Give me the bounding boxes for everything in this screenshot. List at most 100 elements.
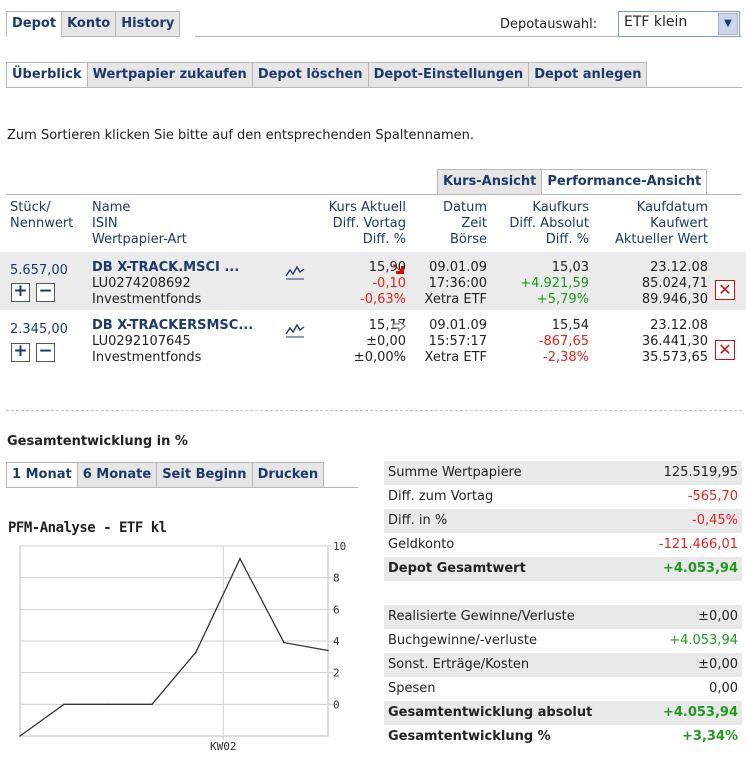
summary2-value: ±0,00 xyxy=(698,609,738,624)
tab-ueberblick[interactable]: Überblick xyxy=(6,62,87,88)
row2-minus-button[interactable]: − xyxy=(36,343,55,362)
summary-row: Buchgewinne/-verluste +4.053,94 xyxy=(384,629,742,653)
summary1-value: -0,45% xyxy=(692,513,738,528)
summary1-value: -565,70 xyxy=(687,489,738,504)
chart-trend-icon[interactable] xyxy=(285,264,305,280)
row2-kurs-value: 15,17 xyxy=(368,318,406,333)
summary2-value: +4.053,94 xyxy=(662,705,738,720)
tab-depot-loeschen[interactable]: Depot löschen xyxy=(251,62,368,88)
summary2-label: Realisierte Gewinne/Verluste xyxy=(388,609,575,624)
chart-trend-icon[interactable] xyxy=(285,322,305,338)
header-datum-line2: Zeit xyxy=(461,216,487,231)
row2-name-link[interactable]: DB X-TRACKERSMSC... xyxy=(92,318,254,333)
data-point xyxy=(151,703,153,706)
tab-konto[interactable]: Konto xyxy=(61,11,116,37)
row1-plus-button[interactable]: + xyxy=(11,283,30,302)
header-datum[interactable]: Datum Zeit Börse xyxy=(443,200,487,248)
row2-isin: LU0292107645 xyxy=(92,334,191,349)
depot-select-value: ETF klein xyxy=(624,14,688,30)
tab-performance-ansicht[interactable]: Performance-Ansicht xyxy=(541,169,708,195)
header-kaufdatum[interactable]: Kaufdatum Kaufwert Aktueller Wert xyxy=(615,200,708,248)
summary2-label: Spesen xyxy=(388,681,436,696)
tab-drucken[interactable]: Drucken xyxy=(251,462,325,488)
tab-1-monat[interactable]: 1 Monat xyxy=(6,462,77,488)
row1-diff-abs-pct: +5,79% xyxy=(536,292,589,307)
summary2-value: +4.053,94 xyxy=(669,633,738,648)
summary-row: Geldkonto -121.466,01 xyxy=(384,533,742,557)
period-tabs: 1 Monat 6 Monate Seit Beginn Drucken xyxy=(6,462,325,488)
row2-diff-abs-pct: -2,38% xyxy=(543,350,589,365)
x-tick-label: KW02 xyxy=(210,740,237,753)
section-title: Gesamtentwicklung in % xyxy=(7,434,188,449)
row1-datum: 09.01.09 xyxy=(429,260,487,275)
summary1-label: Diff. in % xyxy=(388,513,448,528)
chevron-down-icon[interactable]: ▼ xyxy=(718,13,738,35)
header-name[interactable]: Name ISIN Wertpapier-Art xyxy=(92,200,187,248)
row2-kurs: 15,17 xyxy=(369,318,406,334)
data-point xyxy=(19,735,21,737)
header-qty[interactable]: Stück/ Nennwert xyxy=(10,200,73,232)
summary-row: Sonst. Erträge/Kosten ±0,00 xyxy=(384,653,742,677)
row2-boerse: Xetra ETF xyxy=(424,350,488,365)
data-point xyxy=(107,703,109,706)
data-point xyxy=(327,649,329,652)
summary-row: Summe Wertpapiere 125.519,95 xyxy=(384,461,742,485)
sort-hint: Zum Sortieren klicken Sie bitte auf den … xyxy=(7,128,474,143)
header-kaufdatum-line1: Kaufdatum xyxy=(636,200,708,215)
row1-qty: 5.657,00 xyxy=(10,263,68,278)
header-kaufkurs-line2: Diff. Absolut xyxy=(509,216,589,231)
header-name-line3: Wertpapier-Art xyxy=(92,232,187,247)
row1-zeit: 17:36:00 xyxy=(428,276,487,291)
summary2-label: Gesamtentwicklung absolut xyxy=(388,705,593,720)
depot-select[interactable]: ETF klein ▼ xyxy=(618,11,740,37)
summary1-label: Summe Wertpapiere xyxy=(388,465,522,480)
tab-underline xyxy=(195,36,742,37)
divider xyxy=(6,410,742,411)
tab-kurs-ansicht[interactable]: Kurs-Ansicht xyxy=(437,169,542,195)
header-kaufkurs-line3: Diff. % xyxy=(545,232,589,247)
subtab-underline xyxy=(6,87,742,88)
tab-depot[interactable]: Depot xyxy=(6,11,62,37)
summary2-label: Buchgewinne/-verluste xyxy=(388,633,537,648)
period-tab-underline xyxy=(6,487,358,488)
row2-qty: 2.345,00 xyxy=(10,322,68,337)
header-kaufkurs[interactable]: Kaufkurs Diff. Absolut Diff. % xyxy=(509,200,589,248)
tab-6-monate[interactable]: 6 Monate xyxy=(76,462,157,488)
row2-diff-vortag: ±0,00 xyxy=(366,334,406,349)
row2-datum: 09.01.09 xyxy=(429,318,487,333)
y-tick-label: 0 xyxy=(333,698,340,711)
row2-plus-button[interactable]: + xyxy=(11,343,30,362)
row2-delete-button[interactable]: ✕ xyxy=(715,340,735,360)
tab-wertpapier-zukaufen[interactable]: Wertpapier zukaufen xyxy=(86,62,252,88)
summary1-label: Diff. zum Vortag xyxy=(388,489,494,504)
row1-delete-button[interactable]: ✕ xyxy=(715,280,735,300)
tab-history[interactable]: History xyxy=(115,11,181,37)
sub-tabs: Überblick Wertpapier zukaufen Depot lösc… xyxy=(6,62,648,88)
summary2-label: Gesamtentwicklung % xyxy=(388,729,551,744)
header-kaufdatum-line2: Kaufwert xyxy=(650,216,708,231)
arrow-down-red-icon xyxy=(393,264,404,274)
header-qty-line2: Nennwert xyxy=(10,216,74,231)
summary1-value: -121.466,01 xyxy=(658,537,738,552)
header-qty-line1: Stück/ xyxy=(10,200,51,215)
tab-seit-beginn[interactable]: Seit Beginn xyxy=(156,462,252,488)
y-tick-label: 8 xyxy=(333,572,340,585)
row1-kaufwert: 85.024,71 xyxy=(641,276,708,291)
row1-minus-button[interactable]: − xyxy=(36,283,55,302)
row1-kaufdatum: 23.12.08 xyxy=(650,260,708,275)
row2-akt-wert: 35.573,65 xyxy=(641,350,708,365)
tab-depot-anlegen[interactable]: Depot anlegen xyxy=(528,62,648,88)
data-point xyxy=(239,557,241,560)
summary-row: Spesen 0,00 xyxy=(384,677,742,701)
summary2-value: +3,34% xyxy=(682,729,738,744)
header-kurs[interactable]: Kurs Aktuell Diff. Vortag Diff. % xyxy=(329,200,406,248)
tab-depot-einstellungen[interactable]: Depot-Einstellungen xyxy=(367,62,529,88)
row2-kaufkurs: 15,54 xyxy=(551,318,589,333)
header-kaufdatum-line3: Aktueller Wert xyxy=(615,232,708,247)
row1-diff-abs: +4.921,59 xyxy=(520,276,589,291)
header-kurs-line3: Diff. % xyxy=(362,232,406,247)
row1-name-link[interactable]: DB X-TRACK.MSCI ... xyxy=(92,260,240,275)
row1-diff-vortag: -0,10 xyxy=(372,276,406,291)
row2-kaufdatum: 23.12.08 xyxy=(650,318,708,333)
y-tick-label: 10 xyxy=(333,540,346,553)
